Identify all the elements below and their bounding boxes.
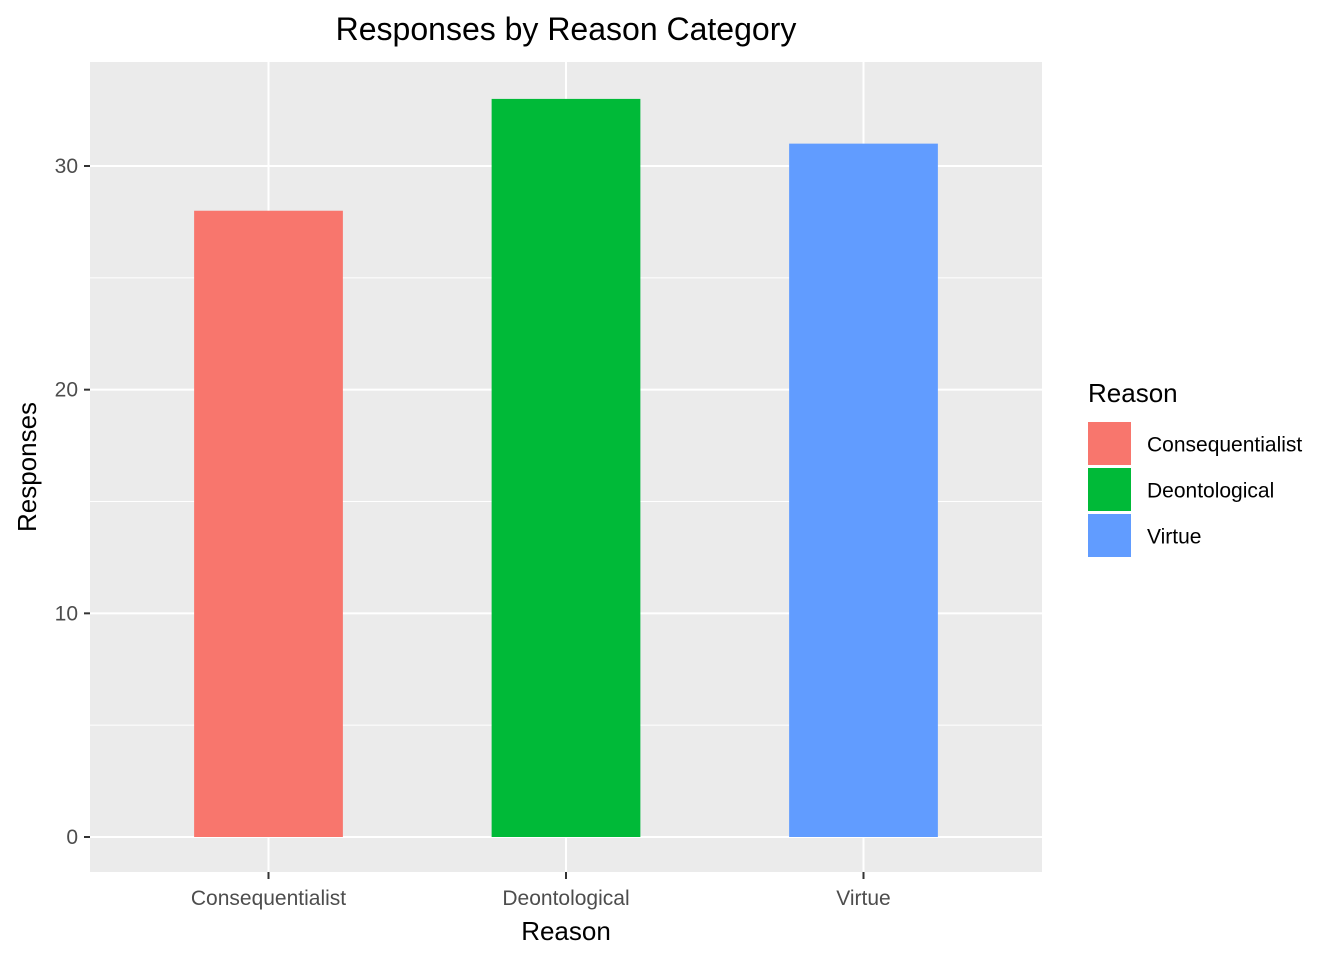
y-axis: 0 10 20 30: [55, 155, 90, 849]
y-tick-label: 0: [66, 826, 78, 849]
chart-title: Responses by Reason Category: [336, 11, 797, 47]
y-tick-label: 20: [55, 379, 78, 402]
legend-key-consequentialist: [1088, 422, 1131, 465]
y-tick-label: 30: [55, 155, 78, 178]
legend-title: Reason: [1088, 378, 1178, 408]
y-axis-title: Responses: [12, 402, 42, 532]
x-axis-title: Reason: [521, 916, 611, 946]
legend-label: Virtue: [1147, 526, 1201, 549]
bar-virtue: [789, 143, 938, 837]
legend-label: Deontological: [1147, 480, 1274, 503]
legend-label: Consequentialist: [1147, 434, 1302, 457]
legend-items: Consequentialist Deontological Virtue: [1088, 422, 1302, 557]
x-axis: Consequentialist Deontological Virtue: [191, 872, 891, 910]
legend-key-deontological: [1088, 468, 1131, 511]
x-tick-label: Deontological: [502, 887, 629, 910]
legend-key-virtue: [1088, 514, 1131, 557]
x-tick-label: Consequentialist: [191, 887, 346, 910]
legend: Reason Consequentialist Deontological Virt…: [1088, 378, 1302, 557]
bar-consequentialist: [194, 210, 343, 838]
bars-group: [194, 98, 938, 838]
x-tick-label: Virtue: [836, 887, 890, 910]
y-tick-label: 10: [55, 602, 78, 625]
bar-deontological: [491, 98, 641, 837]
